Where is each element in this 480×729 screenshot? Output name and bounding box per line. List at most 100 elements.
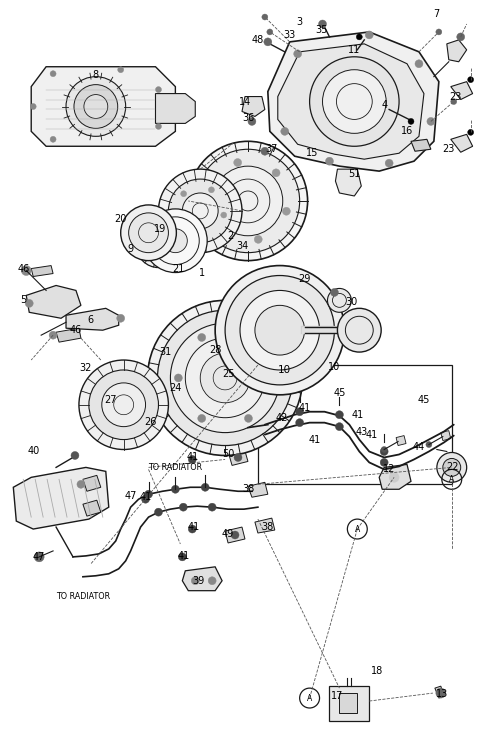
Polygon shape — [441, 431, 451, 440]
Circle shape — [164, 229, 187, 253]
Circle shape — [457, 33, 465, 41]
Circle shape — [50, 136, 56, 142]
Text: 36: 36 — [242, 114, 254, 123]
Text: 31: 31 — [159, 347, 171, 357]
Text: 17: 17 — [331, 691, 344, 701]
Polygon shape — [435, 686, 444, 698]
Text: 32: 32 — [80, 363, 92, 373]
Circle shape — [310, 57, 399, 147]
Circle shape — [336, 423, 343, 431]
Circle shape — [254, 235, 262, 243]
Polygon shape — [26, 286, 81, 319]
Circle shape — [436, 29, 442, 35]
Circle shape — [215, 265, 344, 395]
Text: 33: 33 — [284, 30, 296, 40]
Circle shape — [234, 453, 242, 461]
Circle shape — [205, 187, 214, 195]
Text: 10: 10 — [328, 362, 341, 372]
Circle shape — [182, 193, 218, 229]
Circle shape — [208, 577, 216, 585]
Circle shape — [234, 159, 241, 166]
Circle shape — [272, 169, 280, 177]
Circle shape — [180, 503, 187, 511]
Circle shape — [327, 289, 351, 312]
Circle shape — [192, 577, 199, 585]
Circle shape — [158, 169, 242, 253]
Circle shape — [451, 98, 457, 104]
Circle shape — [137, 224, 180, 268]
Text: 10: 10 — [278, 365, 291, 375]
Polygon shape — [228, 448, 248, 465]
Text: 50: 50 — [222, 450, 234, 459]
Circle shape — [196, 149, 300, 253]
Text: 41: 41 — [299, 402, 311, 413]
Polygon shape — [379, 464, 411, 489]
Circle shape — [168, 179, 232, 243]
Circle shape — [171, 486, 180, 494]
Text: 41: 41 — [187, 522, 199, 532]
Polygon shape — [66, 308, 119, 330]
Circle shape — [443, 459, 461, 476]
Polygon shape — [336, 169, 361, 196]
Text: 9: 9 — [128, 243, 134, 254]
Circle shape — [296, 408, 304, 416]
Polygon shape — [451, 134, 473, 152]
Text: 34: 34 — [236, 241, 248, 251]
Circle shape — [142, 495, 150, 503]
Circle shape — [102, 383, 145, 426]
Text: 7: 7 — [433, 9, 439, 19]
Circle shape — [188, 525, 196, 533]
Text: A: A — [307, 693, 312, 703]
Text: 46: 46 — [17, 264, 29, 273]
Text: 21: 21 — [172, 264, 184, 273]
Circle shape — [468, 129, 474, 136]
Text: 25: 25 — [222, 369, 234, 379]
Circle shape — [267, 29, 273, 35]
Circle shape — [248, 117, 256, 125]
Circle shape — [147, 300, 302, 456]
Circle shape — [365, 31, 373, 39]
Polygon shape — [182, 567, 222, 590]
Circle shape — [21, 265, 31, 276]
Circle shape — [221, 212, 227, 218]
Text: 20: 20 — [115, 214, 127, 224]
Circle shape — [255, 305, 305, 355]
Bar — [339, 693, 357, 713]
Circle shape — [201, 232, 206, 238]
Circle shape — [380, 459, 388, 467]
Text: 22: 22 — [446, 462, 459, 472]
Polygon shape — [31, 265, 53, 276]
Circle shape — [231, 531, 239, 539]
Polygon shape — [83, 475, 101, 491]
Circle shape — [79, 360, 168, 450]
Circle shape — [325, 157, 334, 165]
Polygon shape — [451, 82, 473, 100]
Circle shape — [240, 290, 320, 370]
Polygon shape — [255, 518, 275, 533]
Circle shape — [66, 77, 126, 136]
Circle shape — [244, 333, 252, 341]
Text: 24: 24 — [169, 383, 181, 393]
Circle shape — [319, 20, 326, 28]
Text: 14: 14 — [239, 96, 251, 106]
Circle shape — [426, 442, 432, 448]
Text: A: A — [355, 525, 360, 534]
Text: 23: 23 — [443, 144, 455, 155]
Polygon shape — [278, 44, 424, 159]
Polygon shape — [56, 328, 81, 342]
Text: 15: 15 — [306, 148, 319, 158]
Circle shape — [84, 95, 108, 118]
Circle shape — [77, 480, 85, 488]
Circle shape — [201, 483, 209, 491]
Circle shape — [144, 491, 153, 498]
Circle shape — [176, 219, 182, 225]
Circle shape — [89, 370, 158, 440]
Text: 51: 51 — [348, 169, 360, 179]
Circle shape — [336, 410, 343, 418]
Polygon shape — [156, 93, 195, 123]
Circle shape — [71, 451, 79, 459]
Text: 48: 48 — [252, 35, 264, 45]
Circle shape — [129, 213, 168, 253]
Text: 44: 44 — [413, 442, 425, 451]
Circle shape — [381, 447, 387, 453]
